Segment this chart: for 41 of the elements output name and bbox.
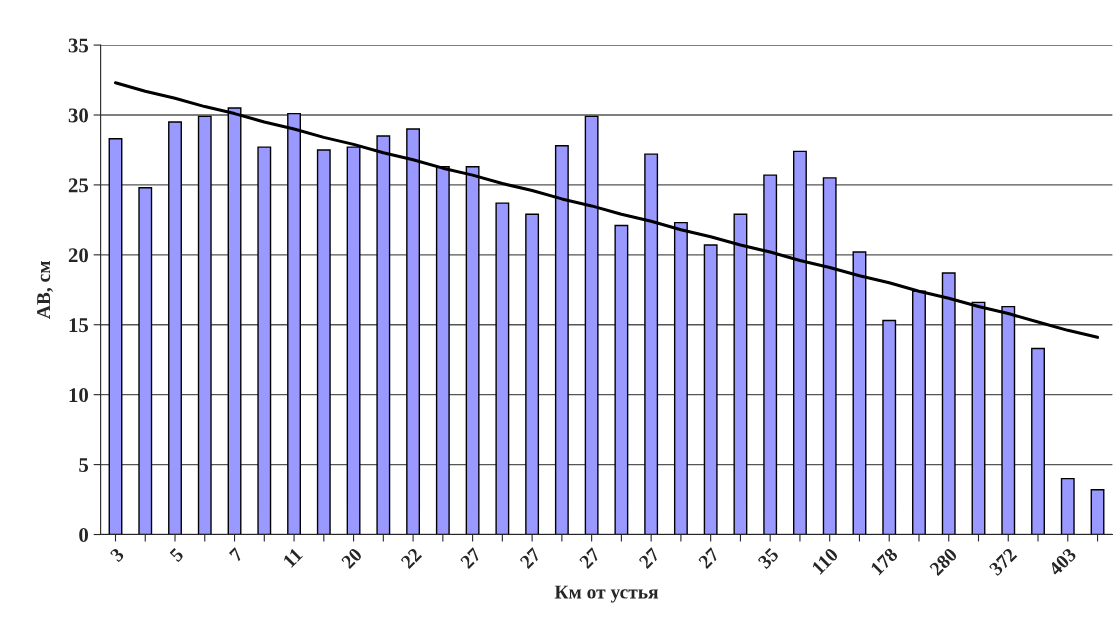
x-tick-label: 5 [169, 547, 185, 563]
y-tick-label: 25 [68, 178, 89, 193]
x-tick-label: 11 [282, 547, 303, 568]
y-tick-label: 20 [68, 248, 89, 263]
bar [495, 202, 510, 535]
bar [614, 224, 629, 535]
y-tick-label: 30 [68, 108, 89, 123]
bar [138, 187, 153, 535]
bar [1060, 477, 1075, 535]
x-tick-label: 27 [519, 547, 542, 570]
x-tick-label: 7 [228, 547, 244, 562]
y-tick-label: 10 [69, 388, 89, 403]
x-tick-label: 3 [109, 547, 125, 563]
bar [257, 146, 272, 535]
x-tick-label: 22 [400, 547, 423, 570]
x-tick-label: 27 [638, 547, 661, 570]
bar [703, 244, 718, 535]
bar [1031, 347, 1045, 535]
x-tick-label: 27 [697, 547, 720, 570]
x-tick-label: 403 [1047, 547, 1077, 577]
y-tick-label: 35 [68, 38, 89, 53]
x-axis-title: Км от устья [554, 585, 659, 603]
bar [525, 213, 540, 535]
bar [316, 149, 331, 535]
x-tick-label: 372 [988, 547, 1018, 577]
x-tick-label: 35 [757, 547, 780, 570]
x-tick-label: 27 [459, 547, 482, 570]
y-tick-label: 15 [69, 318, 89, 333]
y-tick-label: 0 [79, 527, 89, 542]
y-axis-title: АВ, см [37, 261, 53, 319]
bar [168, 121, 182, 535]
bar [882, 319, 897, 535]
x-tick-label: 110 [811, 547, 839, 575]
bar [108, 138, 123, 535]
bar [197, 115, 212, 535]
x-tick-label: 280 [929, 547, 958, 577]
bar [1090, 489, 1105, 535]
x-tick-label: 20 [340, 547, 363, 570]
x-tick-label: 178 [870, 547, 899, 576]
x-tick-label: 27 [578, 547, 601, 570]
y-tick-label: 5 [79, 458, 89, 473]
